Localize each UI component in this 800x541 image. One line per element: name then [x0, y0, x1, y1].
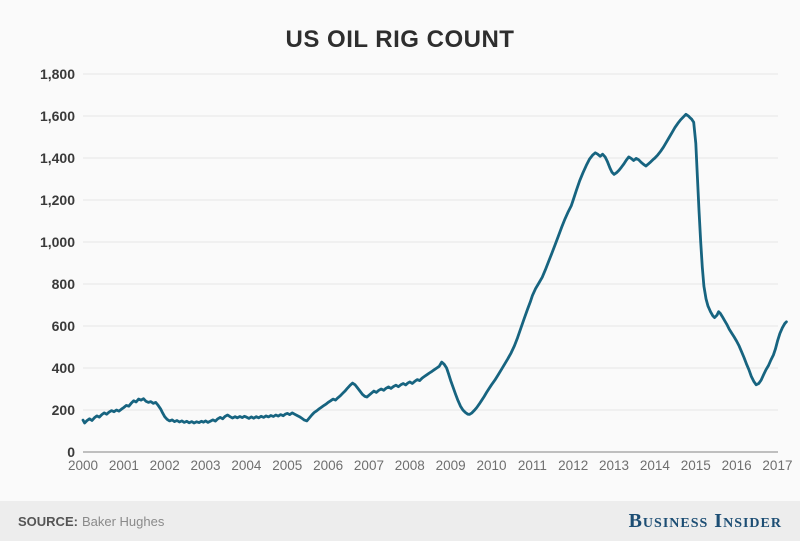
x-tick-label: 2005 — [272, 458, 302, 473]
x-tick-label: 2008 — [395, 458, 425, 473]
chart-title: US OIL RIG COUNT — [285, 26, 515, 53]
y-tick-label: 1,600 — [40, 108, 75, 124]
y-tick-label: 200 — [52, 402, 76, 418]
source-line: SOURCE: Baker Hughes — [18, 514, 164, 529]
x-tick-label: 2013 — [599, 458, 629, 473]
y-tick-label: 1,200 — [40, 192, 75, 208]
x-tick-label: 2017 — [762, 458, 792, 473]
x-tick-label: 2001 — [109, 458, 139, 473]
source-value: Baker Hughes — [81, 513, 165, 529]
x-tick-label: 2011 — [518, 458, 547, 473]
footer-bar: SOURCE: Baker Hughes Business Insider — [0, 501, 800, 541]
x-tick-label: 2006 — [313, 458, 343, 473]
x-tick-label: 2007 — [354, 458, 384, 473]
y-tick-label: 600 — [52, 318, 76, 334]
business-insider-logo: Business Insider — [628, 509, 782, 532]
x-tick-label: 2010 — [476, 458, 506, 473]
x-tick-label: 2003 — [191, 458, 221, 473]
x-tick-label: 2004 — [231, 458, 262, 473]
y-tick-label: 0 — [67, 444, 75, 460]
x-tick-label: 2002 — [150, 458, 180, 473]
x-tick-label: 2012 — [558, 458, 588, 473]
rig-count-chart: 0 200 400 600 800 1,000 1,200 1,400 1,600 1,800 20… — [40, 66, 793, 473]
x-tick-label: 2015 — [681, 458, 711, 473]
y-tick-label: 800 — [52, 276, 76, 292]
x-tick-label: 2014 — [640, 458, 671, 473]
rig-count-line — [81, 112, 788, 425]
x-tick-label: 2016 — [722, 458, 752, 473]
y-tick-label: 400 — [52, 360, 76, 376]
y-tick-label: 1,800 — [40, 66, 75, 82]
source-label: SOURCE: — [18, 513, 78, 529]
x-tick-label: 2000 — [68, 458, 98, 473]
y-tick-label: 1,000 — [40, 234, 75, 250]
y-tick-label: 1,400 — [40, 150, 75, 166]
x-tick-label: 2009 — [436, 458, 466, 473]
